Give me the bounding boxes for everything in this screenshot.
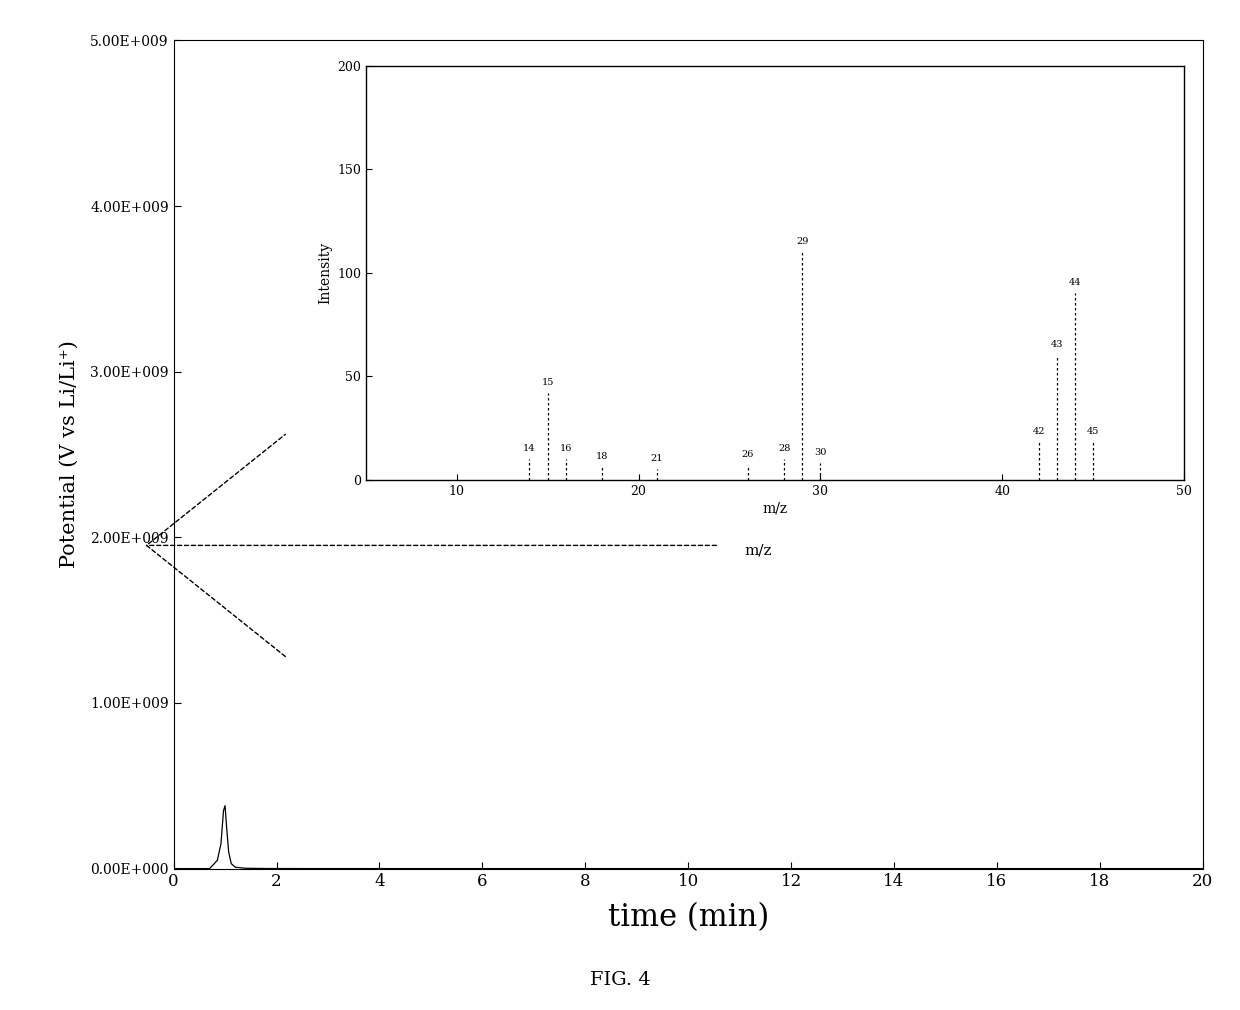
Text: FIG. 4: FIG. 4 <box>590 971 650 989</box>
Text: 14: 14 <box>523 443 536 452</box>
Text: m/z: m/z <box>744 543 771 558</box>
Text: 43: 43 <box>1050 340 1063 349</box>
Text: 21: 21 <box>651 454 663 464</box>
Text: 16: 16 <box>559 443 572 452</box>
Text: 44: 44 <box>1069 278 1081 287</box>
Text: 28: 28 <box>777 443 790 452</box>
X-axis label: m/z: m/z <box>763 502 787 516</box>
Text: 42: 42 <box>1033 427 1045 436</box>
X-axis label: time (min): time (min) <box>608 902 769 932</box>
Text: 15: 15 <box>542 378 554 387</box>
Text: 18: 18 <box>596 452 609 462</box>
Text: 30: 30 <box>815 448 827 457</box>
Y-axis label: Potential (V vs Li/Li⁺): Potential (V vs Li/Li⁺) <box>60 340 79 569</box>
Text: 29: 29 <box>796 236 808 245</box>
Y-axis label: Intensity: Intensity <box>319 241 332 304</box>
Text: 45: 45 <box>1087 427 1100 436</box>
Text: 26: 26 <box>742 450 754 459</box>
